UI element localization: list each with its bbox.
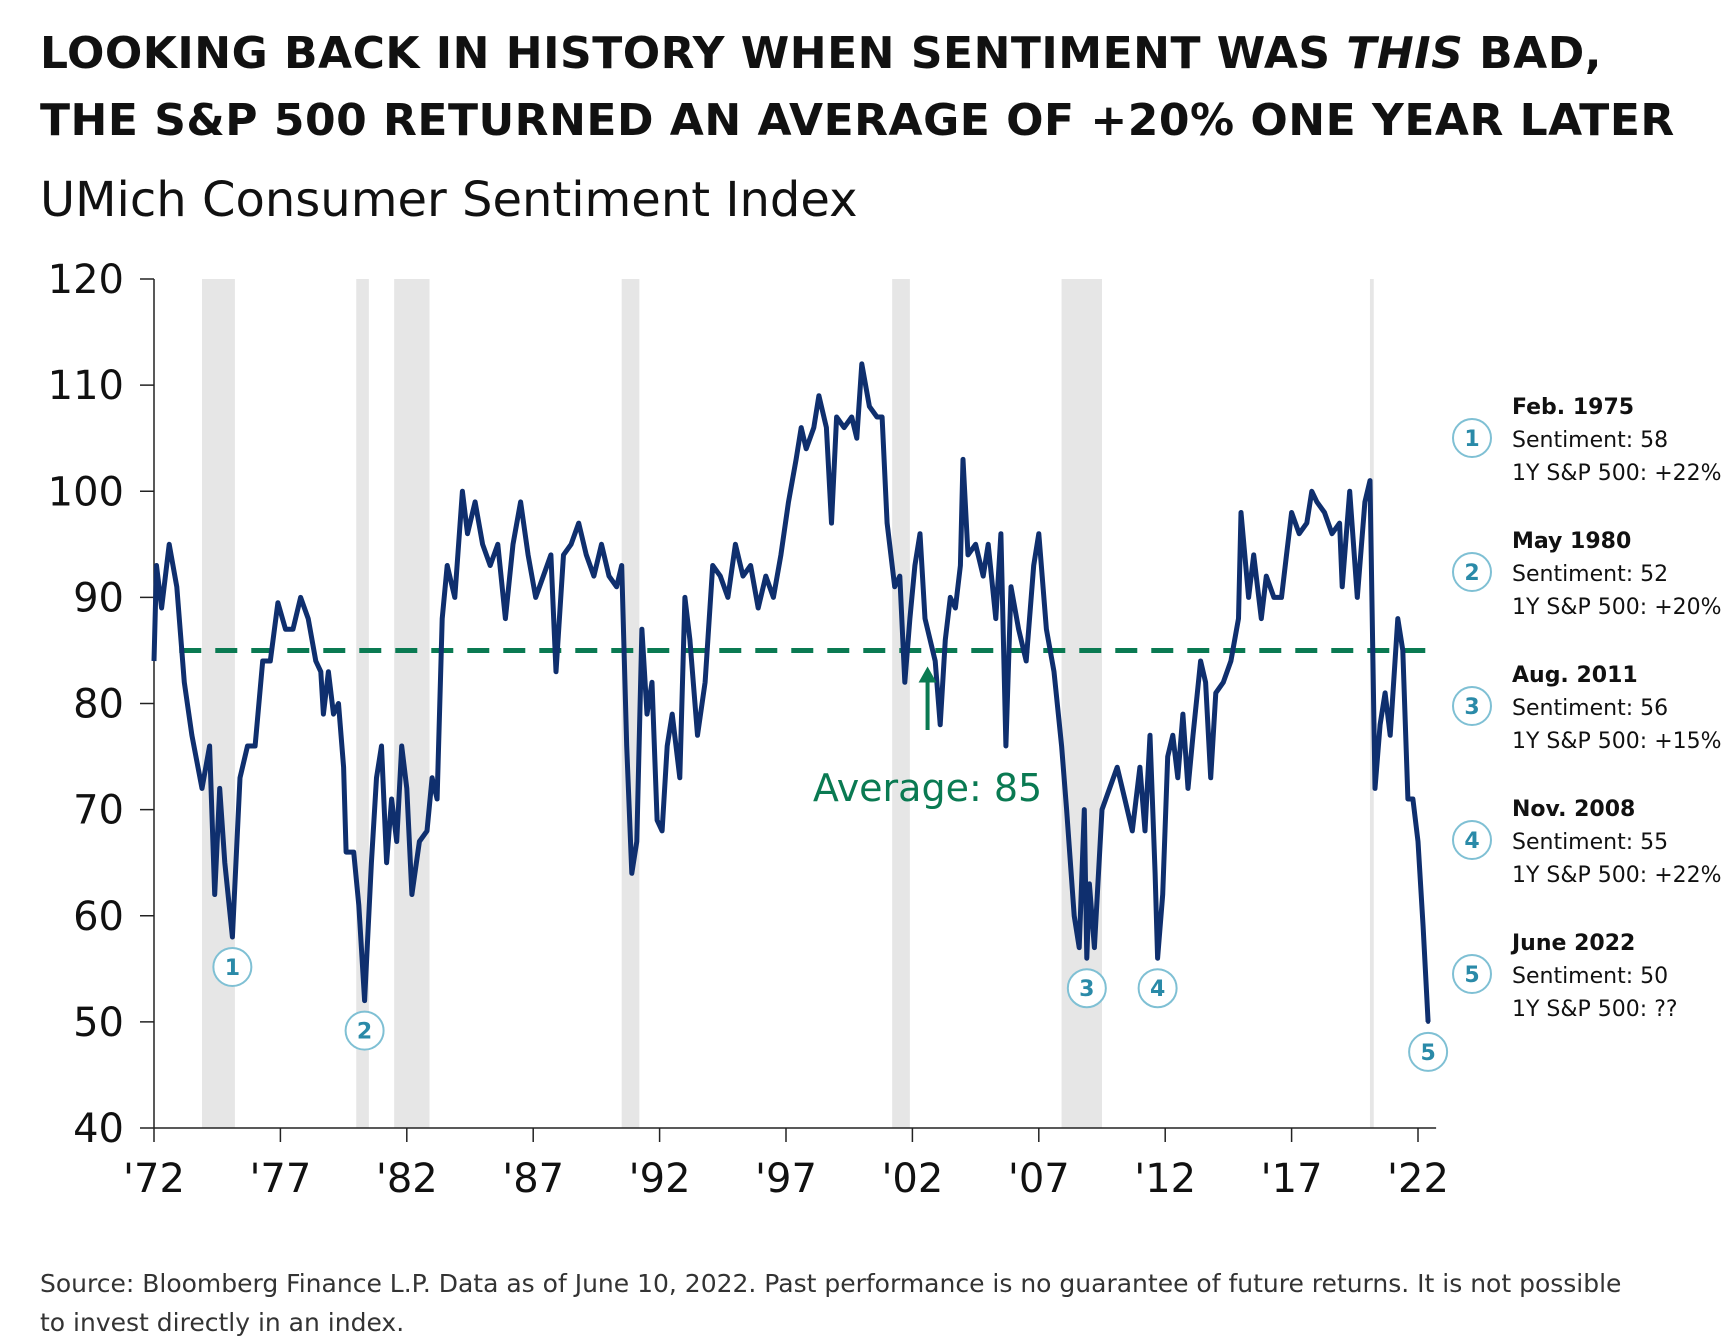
x-tick-label: '77: [249, 1156, 311, 1202]
marker-point: [1426, 1019, 1431, 1024]
note-text: 1Y S&P 500: +15%: [1512, 729, 1722, 754]
average-arrowhead: [918, 666, 937, 683]
x-tick-label: '22: [1387, 1156, 1449, 1202]
x-tick-label: '17: [1261, 1156, 1323, 1202]
marker: [1137, 968, 1178, 1009]
x-tick-label: '02: [881, 1156, 943, 1202]
marker-label: 5: [1420, 1041, 1435, 1066]
y-tick-label: 70: [73, 788, 124, 834]
note-text: 1Y S&P 500: +22%: [1512, 461, 1722, 486]
marker-label: 2: [357, 1020, 372, 1045]
note-text: Sentiment: 55: [1512, 830, 1668, 855]
x-tick-label: '72: [123, 1156, 185, 1202]
y-tick-label: 50: [73, 1000, 124, 1046]
note-circle-label: 5: [1464, 963, 1479, 988]
marker: [344, 1010, 385, 1051]
x-tick-label: '87: [502, 1156, 564, 1202]
note-circle-label: 2: [1464, 561, 1479, 586]
y-tick-label: 60: [73, 894, 124, 940]
source: to invest directly in an index.: [40, 1308, 404, 1337]
note-circle: [1452, 552, 1492, 592]
y-tick-label: 120: [48, 257, 124, 303]
note-circle-label: 4: [1464, 829, 1479, 854]
x-tick-label: '82: [376, 1156, 438, 1202]
note-heading: Feb. 1975: [1512, 395, 1634, 420]
note-circle: [1452, 820, 1492, 860]
note-text: 1Y S&P 500: ??: [1512, 997, 1678, 1022]
note-text: Sentiment: 52: [1512, 562, 1668, 587]
note-circle: [1452, 954, 1492, 994]
x-tick-label: '07: [1008, 1156, 1070, 1202]
marker: [212, 946, 253, 987]
note-text: Sentiment: 58: [1512, 428, 1668, 453]
note-heading: Nov. 2008: [1512, 797, 1635, 822]
title-part: THIS: [1346, 28, 1463, 79]
note-text: 1Y S&P 500: +22%: [1512, 863, 1722, 888]
y-tick-label: 80: [73, 682, 124, 728]
marker: [1066, 968, 1107, 1009]
recession-band: [202, 279, 235, 1128]
marker-label: 1: [225, 956, 240, 981]
y-tick-label: 100: [48, 469, 124, 515]
marker-point: [1155, 956, 1160, 961]
note-circle-label: 3: [1464, 695, 1479, 720]
x-tick-label: '97: [755, 1156, 817, 1202]
source: Source: Bloomberg Finance L.P. Data as o…: [40, 1269, 1621, 1298]
subtitle: UMich Consumer Sentiment Index: [40, 172, 857, 228]
recession-band: [394, 279, 430, 1128]
note-circle: [1452, 418, 1492, 458]
note-text: Sentiment: 56: [1512, 696, 1668, 721]
note-text: Sentiment: 50: [1512, 964, 1668, 989]
recession-band: [621, 279, 640, 1128]
marker-label: 4: [1150, 977, 1165, 1002]
x-tick-label: '12: [1134, 1156, 1196, 1202]
marker-point: [230, 934, 235, 939]
title-part: BAD,: [1463, 28, 1602, 79]
average-label: Average: 85: [813, 766, 1042, 810]
note-circle: [1452, 686, 1492, 726]
marker-label: 3: [1079, 977, 1094, 1002]
note-heading: May 1980: [1512, 529, 1631, 554]
note-circle-label: 1: [1464, 427, 1479, 452]
marker-point: [362, 998, 367, 1003]
y-tick-label: 110: [48, 363, 124, 409]
note-heading: Aug. 2011: [1512, 663, 1638, 688]
marker-point: [1084, 956, 1089, 961]
title-part: LOOKING BACK IN HISTORY WHEN SENTIMENT W…: [40, 28, 1346, 79]
note-text: 1Y S&P 500: +20%: [1512, 595, 1722, 620]
recession-band: [892, 279, 910, 1128]
marker: [1408, 1031, 1449, 1072]
x-tick-label: '92: [629, 1156, 691, 1202]
y-tick-label: 40: [73, 1106, 124, 1152]
title-line: THE S&P 500 RETURNED AN AVERAGE OF +20% …: [40, 95, 1675, 146]
sentiment-line: [151, 361, 1431, 1023]
y-tick-label: 90: [73, 575, 124, 621]
title-line: LOOKING BACK IN HISTORY WHEN SENTIMENT W…: [40, 28, 1602, 79]
note-heading: June 2022: [1510, 931, 1635, 956]
